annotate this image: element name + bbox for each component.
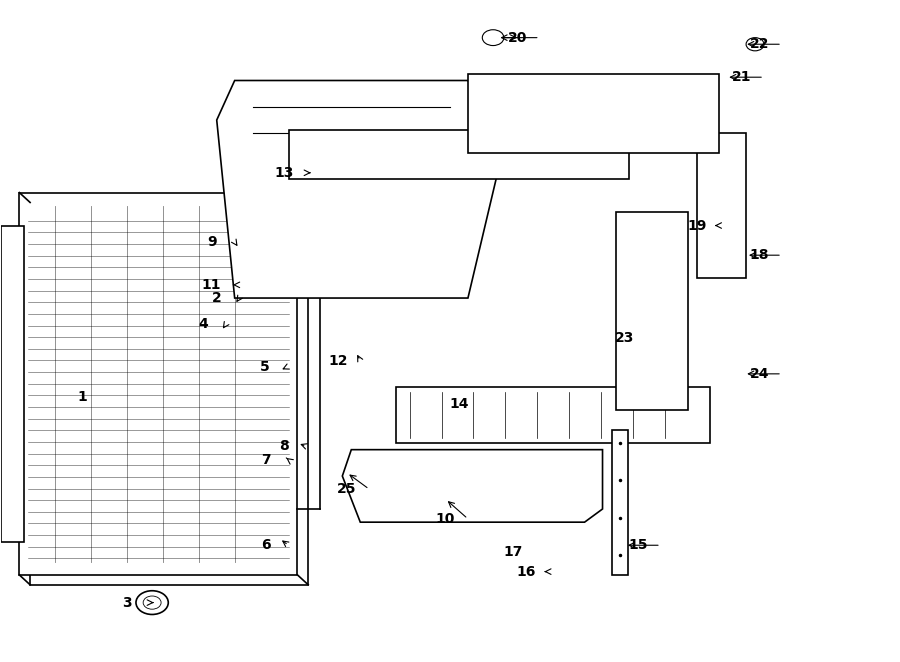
Polygon shape (342, 449, 602, 522)
Text: 20: 20 (508, 30, 527, 44)
Text: 24: 24 (750, 367, 770, 381)
Text: 10: 10 (436, 512, 455, 526)
FancyBboxPatch shape (625, 219, 679, 404)
Text: 11: 11 (202, 278, 221, 292)
FancyBboxPatch shape (289, 130, 629, 179)
Text: 8: 8 (279, 440, 289, 453)
FancyBboxPatch shape (611, 430, 627, 575)
FancyBboxPatch shape (280, 166, 432, 265)
FancyBboxPatch shape (30, 203, 308, 585)
Circle shape (746, 38, 764, 51)
FancyBboxPatch shape (468, 74, 719, 153)
Text: 3: 3 (122, 596, 131, 610)
Text: 25: 25 (338, 482, 356, 496)
Text: 12: 12 (328, 354, 347, 367)
Text: 23: 23 (616, 330, 634, 345)
Circle shape (136, 591, 168, 614)
Text: 1: 1 (77, 390, 87, 404)
Text: 19: 19 (687, 218, 707, 232)
FancyBboxPatch shape (396, 387, 710, 443)
FancyBboxPatch shape (697, 133, 746, 278)
FancyBboxPatch shape (19, 193, 298, 575)
Text: 4: 4 (198, 317, 208, 332)
Text: 9: 9 (207, 235, 217, 249)
Text: 2: 2 (212, 291, 221, 305)
Text: 13: 13 (274, 166, 293, 180)
Text: 15: 15 (629, 538, 648, 552)
Circle shape (143, 596, 161, 609)
Text: 16: 16 (517, 565, 536, 579)
FancyBboxPatch shape (2, 226, 23, 542)
Text: 14: 14 (449, 397, 469, 410)
Text: 17: 17 (503, 545, 523, 559)
FancyBboxPatch shape (486, 84, 701, 143)
Text: 22: 22 (750, 37, 770, 51)
Polygon shape (217, 81, 504, 298)
Text: 7: 7 (261, 453, 271, 467)
Text: 21: 21 (732, 70, 752, 84)
FancyBboxPatch shape (616, 213, 688, 410)
Circle shape (482, 30, 504, 46)
Text: 6: 6 (261, 538, 271, 552)
Text: 18: 18 (750, 248, 770, 262)
Text: 5: 5 (259, 360, 269, 374)
